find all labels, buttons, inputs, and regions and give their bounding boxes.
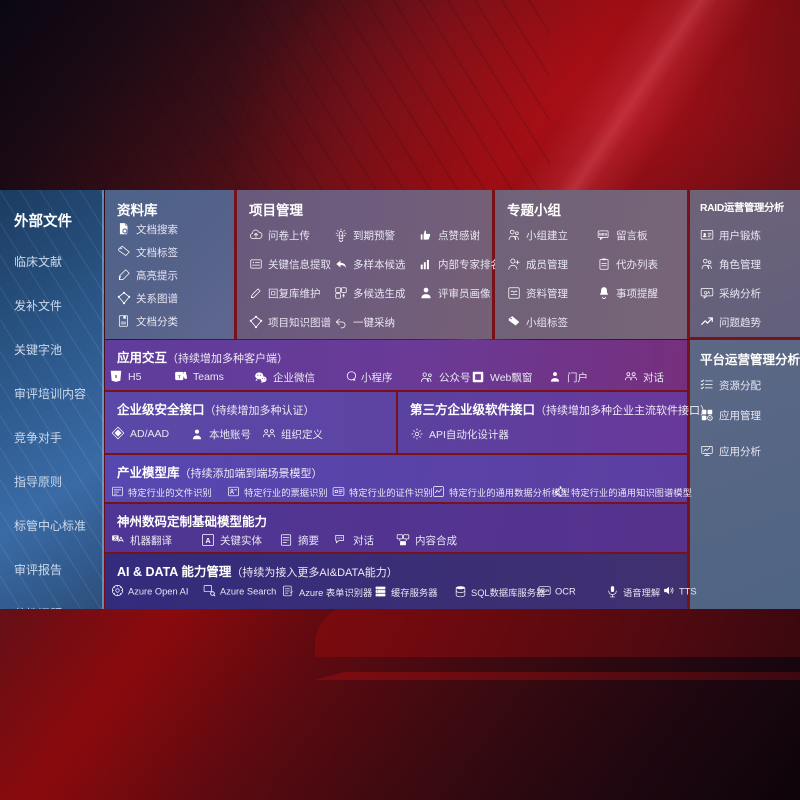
svg-text:文: 文 (112, 535, 117, 540)
svg-text:T: T (178, 374, 181, 379)
svg-text:OCR: OCR (540, 588, 549, 593)
svg-text:BBS: BBS (599, 232, 607, 236)
svg-text:5: 5 (115, 374, 118, 379)
svg-text:A: A (205, 537, 210, 544)
svg-text:QA: QA (704, 289, 710, 294)
